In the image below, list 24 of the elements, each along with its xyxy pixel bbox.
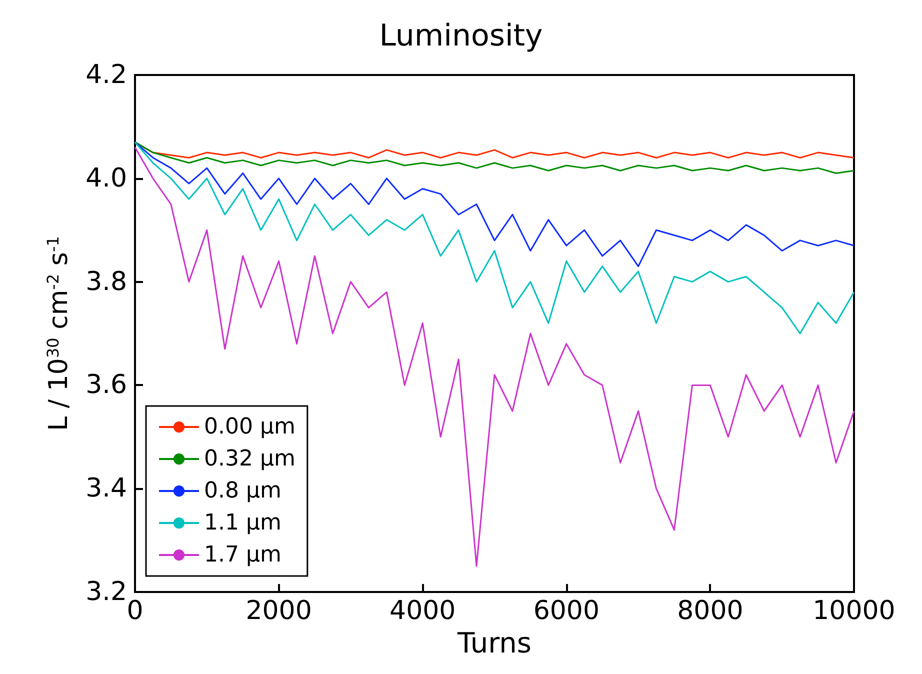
x-axis-title: Turns [456, 626, 532, 660]
y-tick-label: 3.2 [86, 577, 127, 607]
legend-label: 0.00 μm [204, 414, 296, 440]
y-tick-label: 3.6 [86, 370, 127, 400]
line-series [134, 141, 855, 334]
legend-label: 0.8 μm [204, 478, 282, 504]
x-tick-label: 2000 [246, 596, 312, 626]
x-tick-label: 10000 [812, 596, 896, 626]
legend-label: 1.1 μm [204, 510, 282, 536]
x-tick-label: 8000 [677, 596, 744, 626]
line-series [134, 146, 855, 567]
x-tick-label: 6000 [533, 596, 600, 626]
y-tick-label: 3.4 [86, 474, 127, 504]
legend-label: 1.7 μm [204, 542, 282, 568]
x-tick-label: 4000 [390, 596, 456, 626]
legend-label: 0.32 μm [204, 446, 296, 472]
chart-title: Luminosity [379, 18, 543, 54]
y-tick-label: 3.8 [86, 266, 127, 297]
line-series [134, 141, 855, 174]
y-tick-label: 4.2 [86, 60, 127, 90]
y-axis-title: L / 1030 cm-2 s-1 [44, 236, 74, 431]
y-tick-label: 4.0 [86, 163, 127, 194]
line-series [134, 141, 855, 268]
x-tick-label: 0 [126, 596, 144, 626]
